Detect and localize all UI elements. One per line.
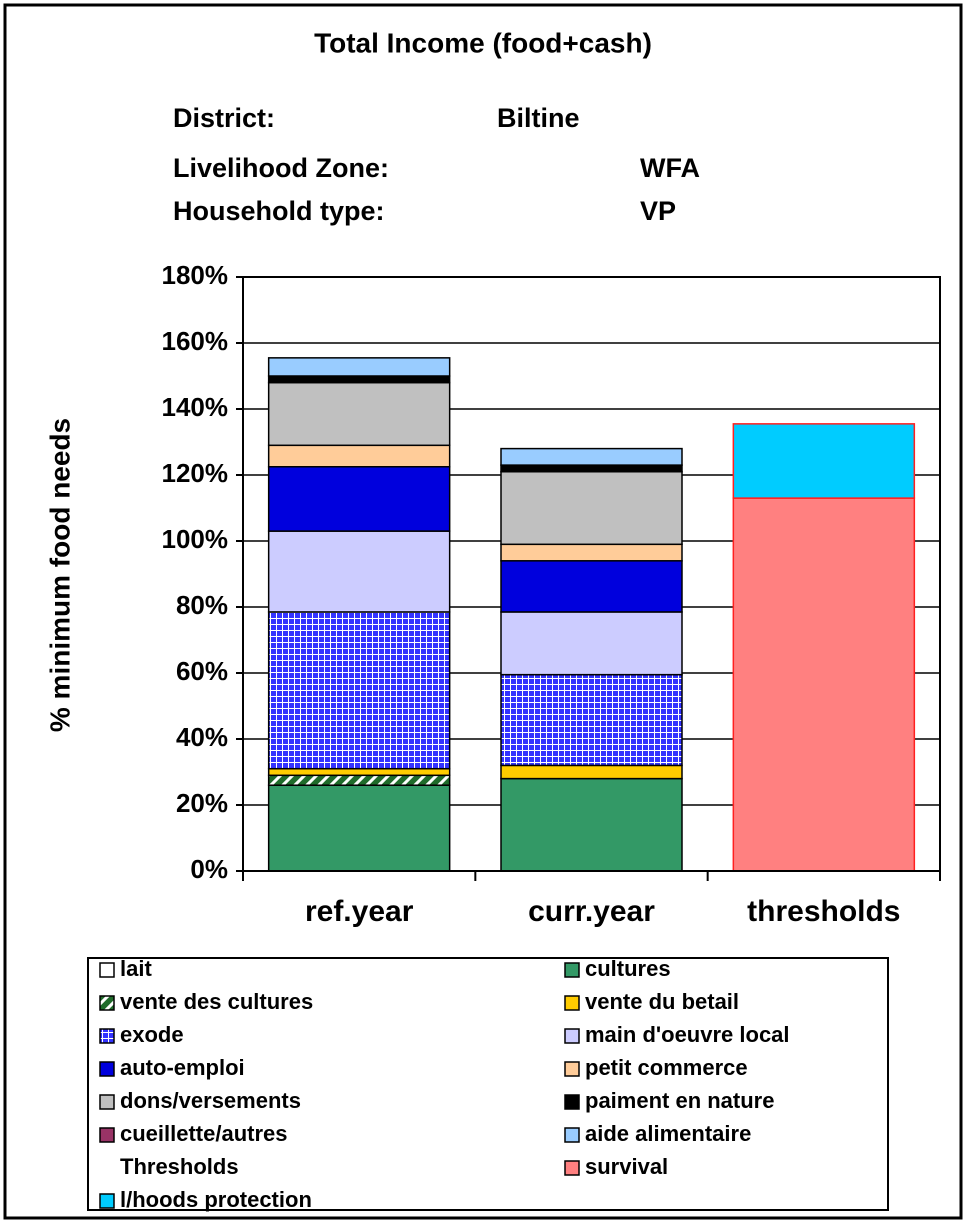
y-tick-label: 140% (162, 392, 229, 422)
legend-swatch (564, 1028, 580, 1044)
legend-label: auto-emploi (120, 1055, 245, 1080)
y-tick-label: 100% (162, 524, 229, 554)
bar-segment (267, 611, 451, 770)
info-label: Livelihood Zone: (173, 153, 389, 183)
bar-segment (267, 381, 451, 447)
legend-swatch (564, 1061, 580, 1077)
y-tick-label: 160% (162, 326, 229, 356)
legend-swatch (564, 1127, 580, 1143)
legend-label: survival (585, 1154, 668, 1179)
legend-swatch (564, 962, 580, 978)
bar-segment (267, 767, 451, 777)
y-tick-label: 20% (176, 788, 228, 818)
legend-label: Thresholds (120, 1154, 239, 1179)
y-tick-label: 0% (190, 854, 228, 884)
plot-border (242, 276, 941, 872)
legend-label: exode (120, 1022, 184, 1047)
x-tick-label: ref.year (305, 895, 414, 928)
bar-segment (267, 444, 451, 468)
bar-segment (500, 447, 683, 466)
info-value: VP (640, 196, 676, 226)
bar-segment (267, 357, 451, 377)
legend-label: cueillette/autres (120, 1121, 288, 1146)
legend-label: vente des cultures (120, 989, 313, 1014)
legend-label: vente du betail (585, 989, 739, 1014)
bar-segment (500, 777, 683, 872)
bar-segment (267, 774, 451, 786)
legend-label: cultures (585, 956, 671, 981)
y-tick-label: 80% (176, 590, 228, 620)
bar-segment (732, 497, 916, 872)
legend-swatch (564, 1160, 580, 1176)
y-tick-label: 120% (162, 458, 229, 488)
bar-segment (267, 530, 451, 613)
legend-swatch (99, 1127, 115, 1143)
bar-segment (267, 784, 451, 872)
legend-label: aide alimentaire (585, 1121, 751, 1146)
legend-label: petit commerce (585, 1055, 748, 1080)
chart-title: Total Income (food+cash) (314, 27, 652, 58)
bar-segment (500, 464, 683, 473)
bar-segment (500, 764, 683, 780)
info-label: District: (173, 103, 275, 133)
bar-segment (500, 543, 683, 562)
legend-label: l/hoods protection (120, 1187, 312, 1212)
legend-swatch (99, 995, 115, 1011)
y-axis-label: % minimum food needs (44, 418, 75, 732)
y-tick-label: 180% (162, 260, 229, 290)
bar-segment (500, 470, 683, 546)
info-label: Household type: (173, 196, 385, 226)
bar-segment (267, 466, 451, 532)
legend-swatch (99, 1028, 115, 1044)
legend-label: paiment en nature (585, 1088, 774, 1113)
legend-label: lait (120, 956, 152, 981)
legend-swatch (99, 1061, 115, 1077)
legend-box (87, 957, 889, 1211)
x-tick-label: curr.year (528, 895, 655, 928)
legend-swatch (564, 995, 580, 1011)
bar-segment (500, 673, 683, 767)
legend-swatch (564, 1094, 580, 1110)
bar-segment (500, 560, 683, 613)
bar-segment (732, 423, 916, 499)
legend-swatch (99, 1094, 115, 1110)
info-value: Biltine (497, 103, 580, 133)
legend-label: dons/versements (120, 1088, 301, 1113)
y-tick-label: 60% (176, 656, 228, 686)
bar-segment (267, 375, 451, 384)
info-value: WFA (640, 153, 700, 183)
legend-swatch (99, 1193, 115, 1209)
y-tick-label: 40% (176, 722, 228, 752)
legend-label: main d'oeuvre local (585, 1022, 790, 1047)
bar-segment (500, 611, 683, 676)
legend-swatch (99, 962, 115, 978)
x-tick-label: thresholds (747, 895, 900, 928)
